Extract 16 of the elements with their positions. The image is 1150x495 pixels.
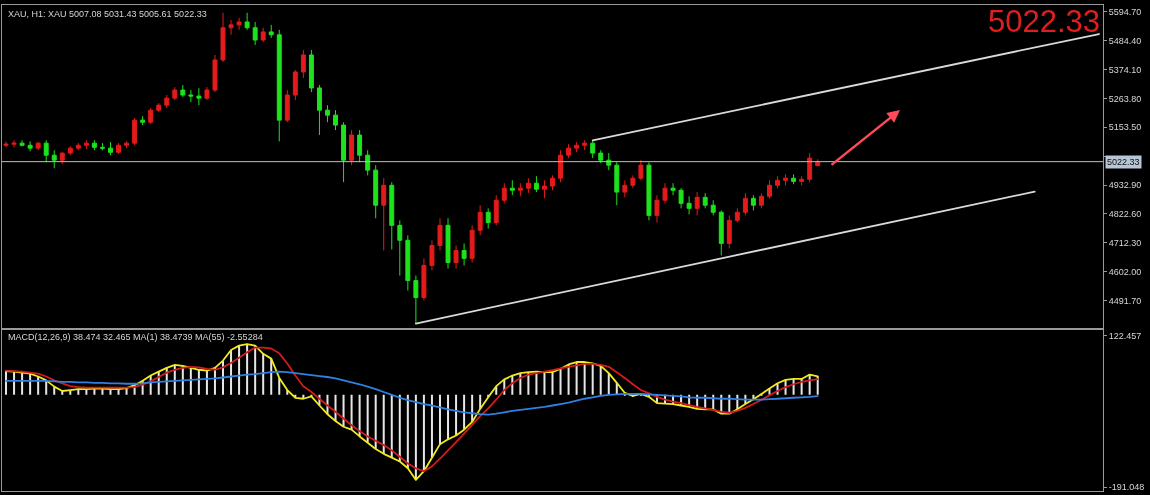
y-tick-label: -191.048 [1108,482,1145,493]
annotation: 5022.33 [988,4,1101,39]
y-tick-label: 5484.40 [1108,35,1142,46]
y-tick-label: 5153.50 [1108,122,1142,133]
chart-title: MACD(12,26,9) 38.474 32.465 MA(1) 38.4739 MA(55) -2.55284 [8,332,263,342]
y-tick-label: 5374.10 [1108,64,1142,75]
y-tick-label: 4932.90 [1108,180,1142,191]
y-tick-label: 4602.00 [1108,266,1142,277]
y-tick-label: 5263.80 [1108,93,1142,104]
y-tick-label: 4822.60 [1108,209,1142,220]
text: XAU, H1: XAU 5007.08 5031.43 5005.61 5022.33 [8,9,207,19]
y-tick-label: 122.457 [1108,330,1142,341]
y-tick-label: 4712.30 [1108,237,1142,248]
y-tick-label: 4491.70 [1108,295,1142,306]
y-tick-label: 5594.70 [1108,6,1142,17]
ref-line-label: 5022.33 [1107,157,1140,167]
